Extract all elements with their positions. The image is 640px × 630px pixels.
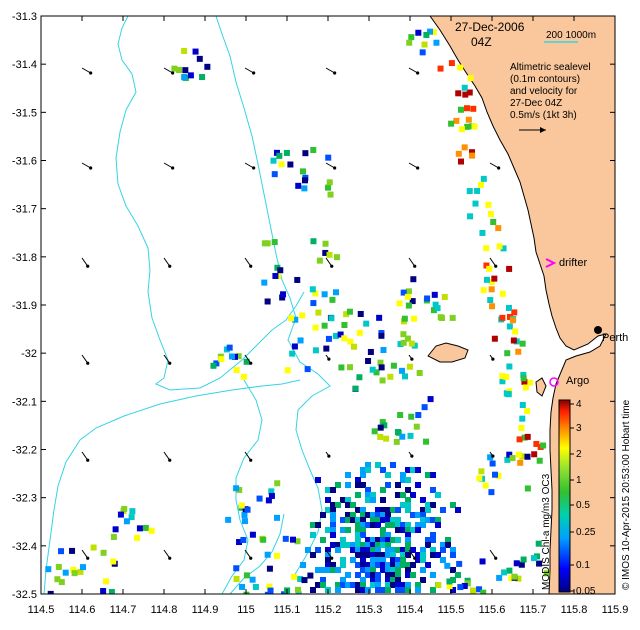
colorbar-tick-label: 0.25: [576, 527, 596, 538]
lon-tick-label: 115.8: [561, 604, 588, 616]
velocity-arrow: [81, 162, 91, 169]
velocity-arrow: [408, 549, 416, 559]
lat-tick-label: -31.6: [12, 156, 37, 168]
lat-tick-label: -31.3: [12, 11, 37, 23]
scale-label: 200 1000m: [546, 30, 596, 41]
colorbar-tick-label: 4: [576, 399, 582, 410]
velocity-arrow: [489, 257, 497, 267]
perth-marker: [594, 326, 602, 334]
lat-tick-label: -32.2: [12, 445, 37, 457]
lat-tick-label: -31.5: [12, 107, 37, 119]
latitude-axis: -31.3 -31.4 -31.5 -31.6 -31.7 -31.8 -31.9 -32 -3…: [12, 11, 615, 601]
velocity-arrow: [408, 162, 418, 169]
drifter-label: drifter: [559, 257, 587, 269]
lat-tick-label: -31.8: [12, 252, 37, 264]
chlorophyll-pixels: [45, 28, 550, 594]
velocity-arrow: [163, 354, 171, 364]
colorbar-gradient: [558, 399, 571, 593]
lon-tick-label: 114.7: [110, 604, 137, 616]
legend-line-5: 0.5m/s (1kt 3h): [510, 110, 577, 121]
velocity-arrow: [244, 162, 254, 169]
colorbar-tick-label: 0.5: [576, 500, 590, 511]
velocity-arrow: [489, 162, 499, 169]
velocity-arrow: [244, 451, 252, 461]
velocity-arrow: [163, 162, 173, 169]
argo-marker: [549, 377, 559, 387]
lat-tick-label: -32: [21, 348, 37, 360]
garden-island: [535, 377, 547, 397]
velocity-arrow: [325, 257, 333, 267]
lat-tick-label: -32.4: [12, 541, 37, 553]
legend-line-2: (0.1m contours): [510, 74, 580, 85]
lon-tick-label: 115.3: [356, 604, 383, 616]
velocity-arrow: [325, 67, 335, 74]
legend-line-3: and velocity for: [510, 86, 578, 97]
velocity-legend: Altimetric sealevel (0.1m contours) and …: [510, 62, 591, 133]
lon-tick-label: 114.8: [151, 604, 178, 616]
lat-tick-label: -32.5: [12, 589, 37, 601]
velocity-arrow: [163, 451, 171, 461]
lon-tick-label: 115.4: [397, 604, 424, 616]
lon-tick-label: 115.6: [479, 604, 506, 616]
velocity-arrow: [244, 257, 252, 267]
lon-tick-label: 115.7: [520, 604, 547, 616]
lon-tick-label: 115.5: [438, 604, 465, 616]
velocity-arrow: [163, 257, 171, 267]
velocity-arrow: [163, 67, 173, 74]
velocity-arrow: [81, 451, 89, 461]
legend-line-4: 27-Dec 04Z: [510, 98, 562, 109]
drifter-marker: [545, 258, 557, 268]
velocity-arrow: [489, 549, 497, 559]
velocity-arrow: [408, 257, 416, 267]
lat-tick-label: -32.1: [12, 396, 37, 408]
velocity-arrow: [244, 549, 252, 559]
credit-label: © IMOS 10-Apr-2015 20:53:00 Hobart time: [621, 399, 632, 590]
lat-tick-label: -31.9: [12, 300, 37, 312]
velocity-arrow: [81, 549, 89, 559]
velocity-arrow: [81, 354, 89, 364]
lon-tick-label: 115: [237, 604, 255, 616]
colorbar-label: MODIS Chl-a mg/m3 OC3: [541, 473, 552, 590]
velocity-arrow: [244, 354, 252, 364]
lon-tick-label: 115.1: [274, 604, 301, 616]
time-label: 04Z: [471, 35, 492, 49]
lon-tick-label: 115.9: [602, 604, 629, 616]
colorbar: 4 3 2 1 0.5 0.25 0.1 0.05 MODIS Chl-a mg/m3 OC3: [541, 399, 596, 597]
argo-label: Argo: [566, 375, 589, 387]
colorbar-tick-label: 0.1: [576, 560, 590, 571]
velocity-arrow: [163, 549, 171, 559]
colorbar-tick-label: 0.05: [576, 586, 596, 597]
colorbar-tick-label: 3: [576, 423, 582, 434]
colorbar-tick-label: 2: [576, 449, 582, 460]
velocity-arrow: [81, 257, 89, 267]
velocity-arrow: [244, 67, 254, 74]
lon-tick-label: 114.5: [28, 604, 55, 616]
lon-tick-label: 114.9: [192, 604, 219, 616]
lat-tick-label: -31.4: [12, 59, 37, 71]
lat-tick-label: -32.3: [12, 493, 37, 505]
colorbar-ticks: 4 3 2 1 0.5 0.25 0.1 0.05: [570, 399, 596, 597]
colorbar-tick-label: 1: [576, 475, 582, 486]
velocity-arrow: [325, 162, 335, 169]
legend-line-1: Altimetric sealevel: [510, 62, 591, 73]
lat-tick-label: -31.7: [12, 204, 37, 216]
longitude-axis: 114.5 114.6 114.7 114.8 114.9 115 115.1 115.2 11…: [28, 16, 629, 616]
rottnest-island: [427, 342, 469, 363]
velocity-arrows: [81, 67, 501, 560]
date-label: 27-Dec-2006: [455, 20, 525, 34]
velocity-arrow: [81, 67, 91, 74]
velocity-arrow: [325, 549, 333, 559]
velocity-arrow: [408, 67, 418, 74]
lon-tick-label: 115.2: [315, 604, 342, 616]
perth-label: Perth: [602, 332, 628, 344]
lon-tick-label: 114.6: [69, 604, 96, 616]
